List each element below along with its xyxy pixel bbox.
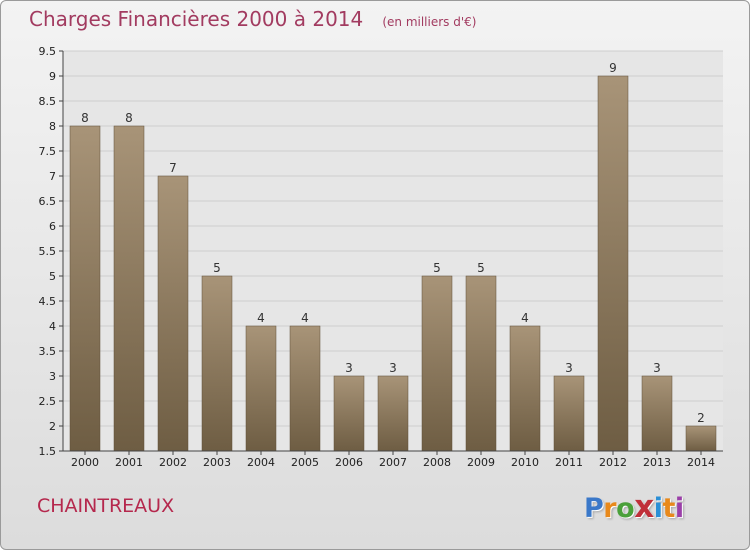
y-tick-label: 4.5 [39, 295, 57, 308]
x-tick-label: 2000 [71, 456, 99, 469]
chart-title: Charges Financières 2000 à 2014 [29, 7, 364, 31]
bar-2014[interactable] [685, 425, 717, 452]
data-label-2006: 3 [345, 361, 353, 375]
x-tick-label: 2006 [335, 456, 363, 469]
data-label-2013: 3 [653, 361, 661, 375]
logo-letter: P [584, 493, 604, 524]
data-label-2014: 2 [697, 411, 705, 425]
x-tick-label: 2008 [423, 456, 451, 469]
x-tick-label: 2005 [291, 456, 319, 469]
data-label-2002: 7 [169, 161, 177, 175]
x-tick-label: 2003 [203, 456, 231, 469]
y-tick-label: 9.5 [39, 45, 57, 58]
data-label-2001: 8 [125, 111, 133, 125]
bar-2012[interactable] [597, 75, 629, 452]
bar-2006[interactable] [333, 375, 365, 452]
y-tick-label: 8 [49, 120, 56, 133]
x-tick-label: 2013 [643, 456, 671, 469]
y-tick-label: 4 [49, 320, 56, 333]
chart-title-block: Charges Financières 2000 à 2014 (en mill… [29, 7, 476, 31]
y-tick-label: 6.5 [39, 195, 57, 208]
y-tick-label: 2 [49, 420, 56, 433]
logo-letter: r [603, 493, 617, 524]
logo-letter: i [653, 493, 663, 524]
data-label-2003: 5 [213, 261, 221, 275]
bar-2005[interactable] [289, 325, 321, 452]
y-tick-label: 9 [49, 70, 56, 83]
chart-unit: (en milliers d'€) [382, 15, 477, 29]
commune-name: CHAINTREAUX [37, 495, 175, 517]
logo-letter: o [616, 493, 635, 524]
y-tick-label: 5.5 [39, 245, 57, 258]
y-tick-label: 1.5 [39, 445, 57, 458]
data-label-2008: 5 [433, 261, 441, 275]
y-tick-label: 7.5 [39, 145, 57, 158]
x-tick-label: 2012 [599, 456, 627, 469]
data-label-2011: 3 [565, 361, 573, 375]
bar-2002[interactable] [157, 175, 189, 452]
x-tick-label: 2010 [511, 456, 539, 469]
bar-2003[interactable] [201, 275, 233, 452]
y-tick-label: 2.5 [39, 395, 57, 408]
data-label-2007: 3 [389, 361, 397, 375]
bar-2000[interactable] [69, 125, 101, 452]
x-tick-label: 2002 [159, 456, 187, 469]
bar-2007[interactable] [377, 375, 409, 452]
x-tick-label: 2007 [379, 456, 407, 469]
logo-letter: t [662, 493, 675, 524]
x-tick-label: 2001 [115, 456, 143, 469]
y-tick-label: 5 [49, 270, 56, 283]
y-tick-label: 3 [49, 370, 56, 383]
bar-2001[interactable] [113, 125, 145, 452]
y-tick-label: 6 [49, 220, 56, 233]
x-tick-label: 2011 [555, 456, 583, 469]
bar-2009[interactable] [465, 275, 497, 452]
x-tick-label: 2004 [247, 456, 275, 469]
logo-letter: x [634, 489, 654, 525]
x-tick-label: 2009 [467, 456, 495, 469]
logo-letter: i [674, 493, 684, 524]
bar-2008[interactable] [421, 275, 453, 452]
bar-2004[interactable] [245, 325, 277, 452]
y-tick-label: 8.5 [39, 95, 57, 108]
x-tick-label: 2014 [687, 456, 715, 469]
bar-2013[interactable] [641, 375, 673, 452]
bar-2011[interactable] [553, 375, 585, 452]
data-label-2005: 4 [301, 311, 309, 325]
y-tick-label: 3.5 [39, 345, 57, 358]
data-label-2012: 9 [609, 61, 617, 75]
data-label-2004: 4 [257, 311, 265, 325]
data-label-2010: 4 [521, 311, 529, 325]
data-label-2009: 5 [477, 261, 485, 275]
bar-2010[interactable] [509, 325, 541, 452]
data-label-2000: 8 [81, 111, 89, 125]
y-tick-label: 7 [49, 170, 56, 183]
proxiti-logo[interactable]: Proxiti [584, 489, 684, 525]
